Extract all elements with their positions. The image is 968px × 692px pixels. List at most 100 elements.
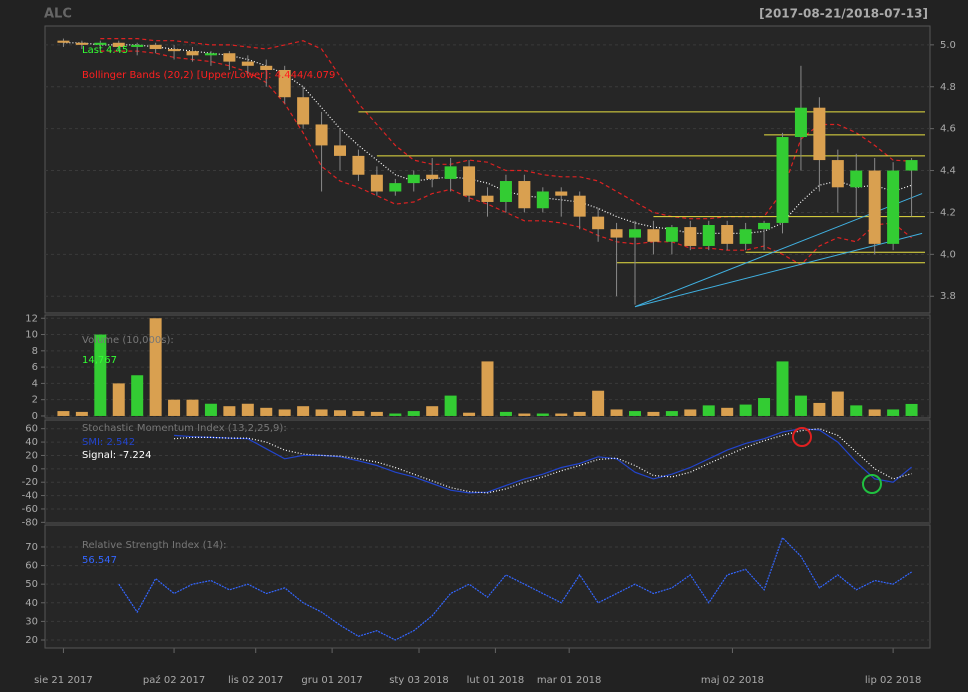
candle-body [168,49,181,52]
indicator-line [118,536,912,641]
volume-bar [887,409,900,416]
candle-body [776,137,789,223]
volume-bar [334,410,346,416]
y-tick-label: 70 [25,542,38,553]
candle-body [297,97,310,125]
candle-body [831,160,844,188]
volume-bar [813,402,826,416]
x-tick-label: gru 01 2017 [301,675,362,686]
indicator-line [174,428,912,494]
y-tick-label: 12 [25,313,38,324]
candle-body [370,174,383,192]
candle-body [352,155,365,175]
volume-bar [444,395,457,416]
candle-body [149,44,162,50]
volume-bar [481,361,494,416]
volume-bar [794,395,807,416]
volume-bar [610,409,623,416]
volume-bar [555,413,568,416]
indicator-line [63,42,912,234]
candle-body [573,195,586,217]
candle-body [684,227,697,246]
candle-body [444,166,457,179]
candle-body [278,69,291,98]
volume-bar [149,318,162,416]
legend-label: 14,767 [82,355,117,366]
volume-bar [389,413,402,416]
volume-bar [315,409,328,416]
y-tick-label: 20 [25,450,38,461]
candle-body [75,42,88,45]
legend-label: Volume (10,000s): [82,335,174,346]
candle-body [223,53,236,62]
chart-title: ALC [44,7,72,22]
legend-label: Stochastic Momentum Index (13,2,25,9): [82,423,287,434]
volume-bar [223,406,236,416]
candle-body [629,229,641,238]
candle-body [94,42,107,45]
x-tick-label: maj 02 2018 [701,675,764,686]
panel [44,524,931,649]
volume-bar [739,404,752,416]
volume-bar [868,409,881,416]
volume-bar [573,411,586,416]
y-tick-label: 8 [32,346,38,357]
y-tick-label: 50 [25,579,38,590]
candle-body [131,44,144,47]
candle-body [463,166,476,196]
volume-bar [776,361,789,416]
candle-body [186,51,199,56]
candle-body [794,107,807,138]
candle-body [721,225,734,244]
candle-body [315,124,328,146]
candle-body [592,216,605,230]
volume-bar [352,411,365,416]
volume-bar [278,409,291,416]
candle-body [57,40,70,43]
volume-bar [647,411,660,416]
candle-body [241,61,254,66]
volume-bar [204,403,217,416]
x-tick-label: sie 21 2017 [34,675,93,686]
volume-bar [702,405,715,416]
volume-bar [499,411,512,416]
volume-bar [407,411,420,416]
y-tick-label: -20 [22,477,38,488]
candle-body [868,170,881,244]
indicator-line [100,38,912,220]
volume-bar [463,412,476,416]
volume-bar [758,398,771,416]
y-tick-label: 60 [25,561,38,572]
legend-label: Relative Strength Index (14): [82,540,227,551]
candle-body [481,195,494,202]
candle-body [610,229,623,238]
y-tick-label: -60 [22,504,38,515]
y-tick-label: 40 [25,598,38,609]
candle-body [204,53,217,56]
y-tick-label: -80 [22,517,38,528]
y-tick-label: -40 [22,491,38,502]
candle-body [813,107,826,161]
candle-body [518,181,531,209]
candle-body [499,181,512,202]
volume-bar [850,405,863,416]
candle-body [426,174,439,179]
candle-body [665,227,678,242]
volume-bar [518,413,531,416]
y-tick-label: 4.8 [940,82,956,93]
volume-bar [370,411,383,416]
y-tick-label: 4 [32,378,38,389]
y-tick-label: 5.0 [940,40,956,51]
x-tick-label: paź 02 2017 [143,674,205,686]
legend-label: Last 4.45 [82,45,128,56]
candle-body [887,170,900,244]
volume-bar [241,403,254,416]
x-tick-label: lis 02 2017 [228,675,283,686]
y-tick-label: 2 [32,395,38,406]
y-tick-label: 0 [32,411,38,422]
candle-body [647,229,660,242]
volume-bar [629,411,641,416]
y-tick-label: 0 [32,464,38,475]
y-tick-label: 4.4 [940,166,956,177]
